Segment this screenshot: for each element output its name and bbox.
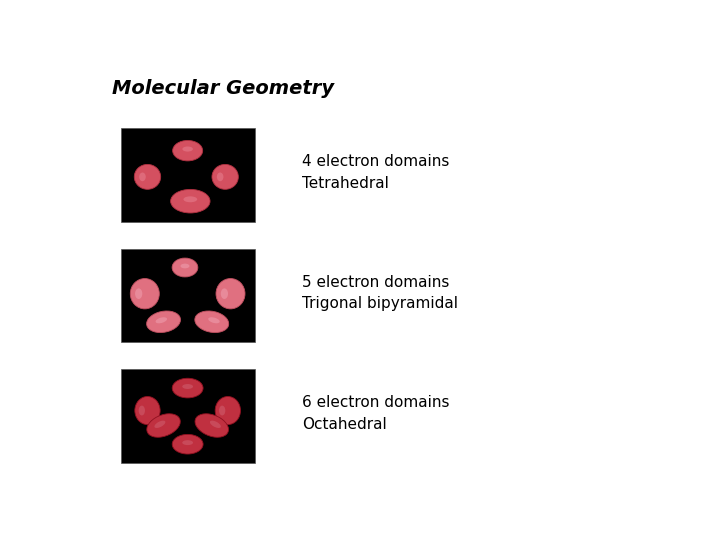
Text: 4 electron domains: 4 electron domains — [302, 154, 449, 169]
Ellipse shape — [195, 311, 229, 333]
Ellipse shape — [139, 172, 145, 181]
Ellipse shape — [221, 288, 228, 299]
Ellipse shape — [184, 197, 197, 202]
Ellipse shape — [156, 318, 167, 323]
Ellipse shape — [210, 421, 221, 428]
Ellipse shape — [171, 190, 210, 213]
Ellipse shape — [135, 164, 161, 190]
Ellipse shape — [181, 264, 189, 268]
Ellipse shape — [215, 396, 240, 424]
Ellipse shape — [130, 279, 159, 309]
Text: Octahedral: Octahedral — [302, 417, 387, 432]
Ellipse shape — [182, 440, 193, 445]
Ellipse shape — [147, 311, 181, 333]
Text: 6 electron domains: 6 electron domains — [302, 395, 449, 410]
Ellipse shape — [182, 146, 193, 152]
Ellipse shape — [172, 258, 198, 277]
Ellipse shape — [139, 406, 145, 415]
Ellipse shape — [154, 421, 166, 428]
Ellipse shape — [216, 279, 245, 309]
Text: Trigonal bipyramidal: Trigonal bipyramidal — [302, 296, 458, 312]
Ellipse shape — [219, 406, 225, 415]
Ellipse shape — [172, 378, 203, 398]
Ellipse shape — [172, 434, 203, 454]
Ellipse shape — [173, 140, 202, 161]
Bar — [121, 249, 255, 342]
Ellipse shape — [182, 384, 193, 389]
Ellipse shape — [212, 164, 238, 190]
Bar — [121, 128, 255, 222]
Ellipse shape — [135, 396, 160, 424]
Text: Tetrahedral: Tetrahedral — [302, 176, 389, 191]
Ellipse shape — [208, 318, 220, 323]
Ellipse shape — [147, 414, 180, 437]
Bar — [121, 369, 255, 463]
Text: 5 electron domains: 5 electron domains — [302, 275, 449, 290]
Text: Molecular Geometry: Molecular Geometry — [112, 79, 335, 98]
Ellipse shape — [135, 288, 143, 299]
Ellipse shape — [217, 172, 223, 181]
Ellipse shape — [195, 414, 228, 437]
